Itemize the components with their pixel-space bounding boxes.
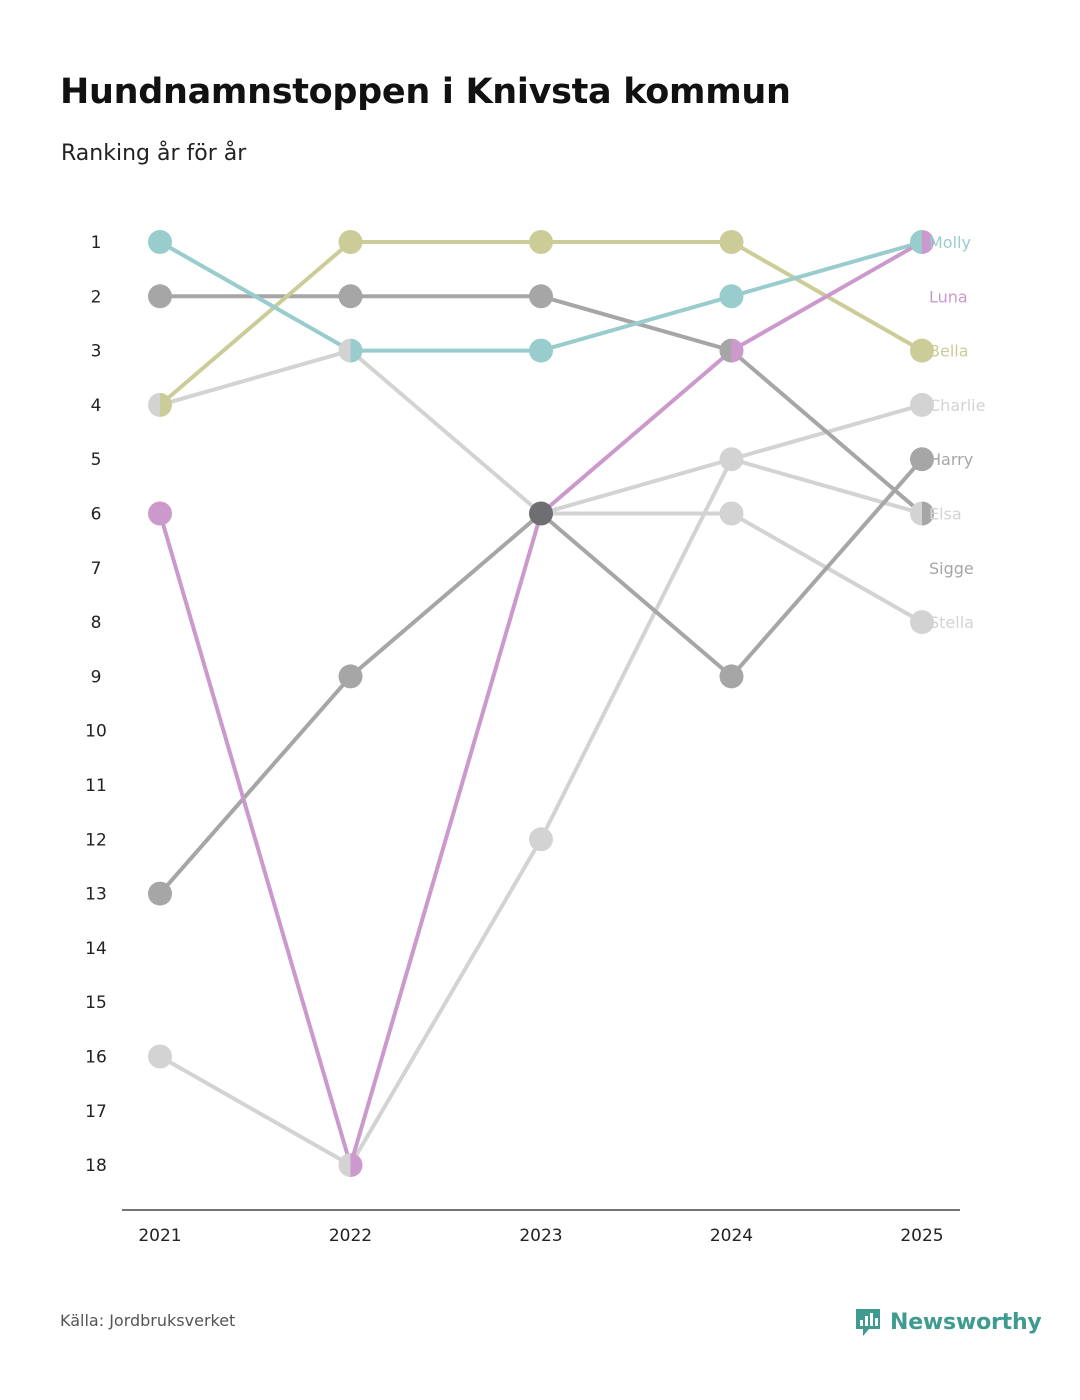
end-label-charlie: Charlie: [929, 396, 985, 415]
y-tick-label-9: 9: [91, 667, 102, 687]
y-tick-label-18: 18: [85, 1156, 107, 1176]
x-tick-label-2024: 2024: [710, 1226, 753, 1246]
point-2025-rank-3-bella: [910, 338, 934, 363]
y-tick-label-6: 6: [91, 505, 102, 525]
series-line-bella: [158, 240, 924, 407]
point-2022-rank-18-charlie: [338, 1153, 351, 1178]
brand-logo[interactable]: Newsworthy: [854, 1306, 1042, 1338]
point-2023-rank-6-shared: [529, 501, 553, 526]
y-tick-label-16: 16: [85, 1048, 107, 1068]
point-2021-rank-16-charlie: [148, 1044, 172, 1069]
end-label-sigge: Sigge: [929, 559, 974, 578]
point-2025-rank-4-charlie: [910, 392, 934, 417]
point-2025-rank-1-molly: [910, 230, 922, 254]
point-2023-rank-3-molly: [529, 338, 553, 363]
y-tick-label-3: 3: [91, 342, 102, 362]
source-note: Källa: Jordbruksverket: [60, 1311, 236, 1330]
series-points: [148, 230, 934, 1178]
point-2021-rank-1-molly: [148, 230, 172, 254]
point-2021-rank-4-stella: [148, 392, 160, 417]
point-2022-rank-3-stella: [338, 338, 351, 363]
point-2025-rank-8-stella: [910, 610, 934, 635]
end-label-stella: Stella: [929, 613, 974, 632]
point-2024-rank-6-stella: [719, 501, 744, 526]
chart-subtitle: Ranking år för år: [61, 141, 247, 166]
point-2023-rank-1-bella: [529, 230, 553, 254]
y-tick-label-15: 15: [85, 993, 107, 1013]
point-2024-rank-5-charlie: [719, 447, 744, 472]
point-2025-rank-5-harry: [910, 447, 934, 472]
point-2022-rank-9-harry: [338, 664, 363, 689]
y-tick-label-10: 10: [85, 722, 107, 742]
series-line-luna: [158, 240, 924, 1168]
y-tick-label-13: 13: [85, 885, 107, 905]
end-label-molly: Molly: [929, 233, 971, 252]
y-tick-label-12: 12: [85, 830, 107, 850]
series-line-stella: [158, 348, 924, 625]
series-lines: [158, 240, 924, 1168]
point-2025-rank-6-elsa: [910, 501, 922, 526]
point-2025-rank-6-sigge: [922, 501, 934, 526]
end-label-bella: Bella: [929, 342, 969, 361]
x-tick-label-2025: 2025: [900, 1226, 943, 1246]
bar-chart-speech-icon: [856, 1309, 880, 1336]
end-label-harry: Harry: [929, 450, 973, 469]
y-tick-label-8: 8: [91, 613, 102, 633]
point-2021-rank-13-harry: [148, 881, 172, 906]
end-labels: Molly Luna Bella Charlie Harry Elsa Sigge Stell…: [929, 233, 985, 632]
chart-title: Hundnamnstoppen i Knivsta kommun: [60, 72, 791, 112]
point-2024-rank-9-harry: [719, 664, 744, 689]
x-axis-ticks: 2021 2022 2023 2024 2025: [138, 1226, 943, 1246]
y-tick-label-5: 5: [91, 450, 102, 470]
y-tick-label-17: 17: [85, 1102, 107, 1122]
point-2025-rank-1-luna: [922, 230, 934, 254]
point-2022-rank-2-sigge: [338, 284, 363, 309]
y-tick-label-7: 7: [91, 559, 102, 579]
y-tick-label-2: 2: [91, 287, 102, 307]
x-tick-label-2022: 2022: [329, 1226, 372, 1246]
y-tick-label-4: 4: [91, 396, 102, 416]
x-tick-label-2021: 2021: [138, 1226, 181, 1246]
point-2021-rank-2-sigge: [148, 284, 172, 309]
point-2024-rank-2-molly: [719, 284, 744, 309]
point-2024-rank-1-bella: [719, 230, 744, 254]
point-2022-rank-3-molly: [350, 338, 363, 363]
point-2023-rank-12-charlie: [529, 827, 553, 852]
point-2022-rank-18-luna: [350, 1153, 363, 1178]
point-2021-rank-4-bella: [160, 392, 172, 417]
end-label-luna: Luna: [929, 287, 968, 306]
point-2023-rank-2-sigge: [529, 284, 553, 309]
y-tick-label-1: 1: [91, 233, 102, 253]
x-tick-label-2023: 2023: [519, 1226, 562, 1246]
point-2024-rank-3-sigge: [719, 338, 732, 363]
point-2021-rank-6-luna: [148, 501, 172, 526]
brand-name: Newsworthy: [890, 1309, 1042, 1335]
end-label-elsa: Elsa: [929, 505, 962, 524]
point-2022-rank-1-bella: [338, 230, 363, 254]
point-2024-rank-3-luna: [731, 338, 744, 363]
y-tick-label-14: 14: [85, 939, 107, 959]
y-tick-label-11: 11: [85, 776, 107, 796]
